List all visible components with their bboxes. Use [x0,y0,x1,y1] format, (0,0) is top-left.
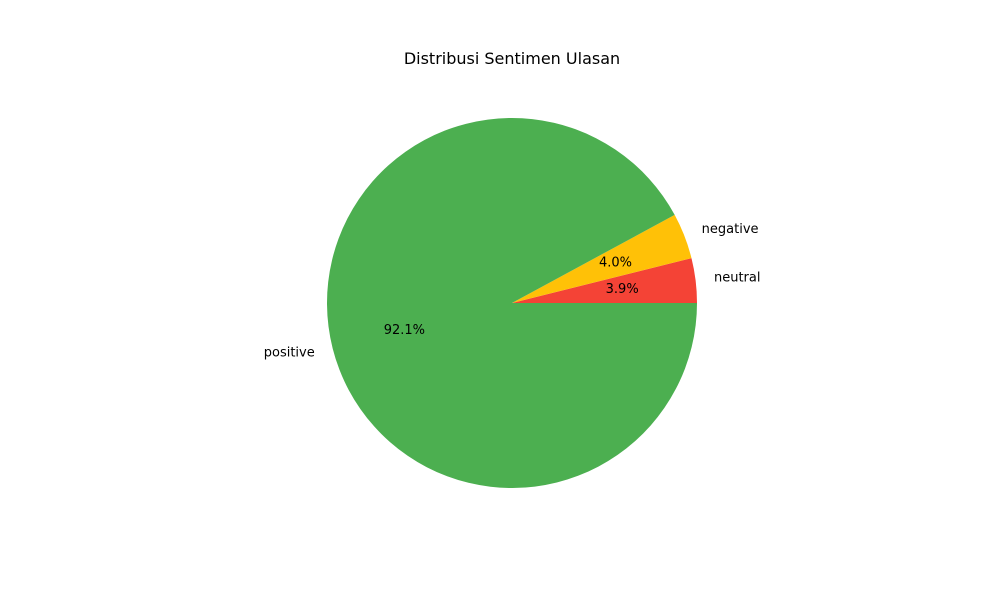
slice-label-neutral: neutral [714,271,761,286]
slice-percent-positive: 92.1% [384,323,425,338]
slice-percent-negative: 4.0% [599,255,632,270]
pie-slice-neutral [512,258,697,303]
pie-slice-negative [512,214,692,303]
pie-slice-positive [327,117,697,488]
chart-title: Distribusi Sentimen Ulasan [404,49,620,68]
slice-label-positive: positive [264,345,315,360]
slice-label-negative: negative [702,222,759,237]
slice-percent-neutral: 3.9% [606,282,639,297]
pie-slices [327,117,697,488]
pie-labels: neutral 3.9% negative 4.0% positive 92.1% [264,222,761,361]
